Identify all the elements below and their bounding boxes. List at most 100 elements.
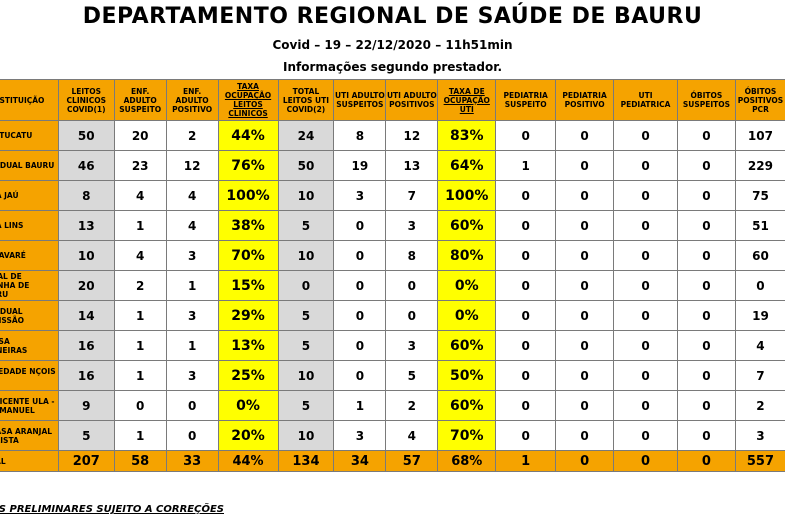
table-cell: 23: [113, 150, 167, 181]
table-cell: 0%: [217, 390, 279, 421]
table-cell: 0: [333, 240, 387, 271]
table-cell: 0: [333, 360, 387, 391]
table-cell: 70%: [437, 420, 497, 451]
table-cell: 2: [734, 390, 785, 421]
institution-name: CASA LINS: [0, 210, 59, 241]
table-cell: 14: [57, 300, 115, 331]
table-cell: 34: [333, 450, 387, 472]
page-title: DEPARTAMENTO REGIONAL DE SAÚDE DE BAURU: [82, 4, 703, 29]
table-cell: 0: [495, 390, 557, 421]
table-cell: 0: [495, 210, 557, 241]
table-cell: 16: [57, 330, 115, 361]
table-cell: 0: [613, 210, 678, 241]
table-cell: 0: [676, 240, 736, 271]
institution-name: SPITAL DE MPANHA DE BAURU: [0, 270, 59, 301]
table-cell: 207: [57, 450, 115, 472]
table-cell: 0: [676, 270, 736, 301]
institution-name: CASA JAÚ: [0, 180, 59, 211]
table-cell: 8: [385, 240, 439, 271]
column-header: UTI PEDIATRICA: [613, 79, 678, 121]
table-cell: 0: [676, 120, 736, 151]
table-cell: 10: [277, 360, 335, 391]
table-cell: 44%: [217, 450, 279, 472]
table-cell: 0: [495, 240, 557, 271]
table-cell: 60%: [437, 210, 497, 241]
table-cell: 76%: [217, 150, 279, 181]
table-cell: 12: [165, 150, 219, 181]
table-cell: 0: [676, 150, 736, 181]
column-header: UTI ADULTO SUSPEITOS: [333, 79, 387, 121]
table-cell: 60: [734, 240, 785, 271]
table-cell: 10: [57, 240, 115, 271]
table-cell: 46: [57, 150, 115, 181]
table-cell: 19: [333, 150, 387, 181]
table-cell: 0%: [437, 300, 497, 331]
table-cell: 0: [495, 420, 557, 451]
table-cell: 100%: [217, 180, 279, 211]
table-cell: 0: [333, 300, 387, 331]
table-cell: 5: [277, 300, 335, 331]
table-cell: 15%: [217, 270, 279, 301]
table-cell: 0: [495, 120, 557, 151]
table-cell: 229: [734, 150, 785, 181]
table-cell: 7: [385, 180, 439, 211]
table-cell: 9: [57, 390, 115, 421]
table-cell: 8: [333, 120, 387, 151]
table-cell: 0: [555, 360, 615, 391]
table-cell: 0: [495, 270, 557, 301]
table-cell: 0%: [437, 270, 497, 301]
table-cell: 0: [555, 180, 615, 211]
table-row: ÃO VICENTE ULA - SÃO MANUEL9000%51260%00…: [0, 390, 785, 421]
table-cell: 0: [613, 120, 678, 151]
table-cell: 16: [57, 360, 115, 391]
column-header: PEDIATRIA POSITIVO: [555, 79, 615, 121]
table-cell: 3: [165, 300, 219, 331]
table-cell: 0: [613, 330, 678, 361]
column-header: PEDIATRIA SUSPEITO: [495, 79, 557, 121]
institution-name: S. CASA ARANJAL PAULISTA: [0, 420, 59, 451]
table-cell: 1: [165, 330, 219, 361]
table-cell: 3: [734, 420, 785, 451]
table-cell: 70%: [217, 240, 279, 271]
table-cell: 0: [676, 360, 736, 391]
table-cell: 2: [113, 270, 167, 301]
table-cell: 1: [165, 270, 219, 301]
table-cell: 5: [277, 390, 335, 421]
table-cell: 0: [555, 420, 615, 451]
institution-name: ESTADUAL ROMISSÃO: [0, 300, 59, 331]
table-cell: 0: [555, 330, 615, 361]
table-cell: 0: [613, 240, 678, 271]
table-cell: 0: [333, 330, 387, 361]
table-cell: 12: [385, 120, 439, 151]
table-cell: 557: [734, 450, 785, 472]
table-cell: 1: [113, 360, 167, 391]
table-cell: 2: [385, 390, 439, 421]
table-cell: 0: [277, 270, 335, 301]
table-cell: 0: [676, 330, 736, 361]
table-cell: 1: [113, 330, 167, 361]
table-cell: 51: [734, 210, 785, 241]
institution-name: TOTAL: [0, 450, 59, 472]
table-cell: 50%: [437, 360, 497, 391]
table-cell: 19: [734, 300, 785, 331]
table-cell: 60%: [437, 330, 497, 361]
column-header: ÓBITOS SUSPEITOS: [676, 79, 736, 121]
table-cell: 0: [613, 300, 678, 331]
institution-name: S. PIEDADE NÇOIS PTA.: [0, 360, 59, 391]
table-cell: 1: [495, 150, 557, 181]
table-cell: 20%: [217, 420, 279, 451]
table-cell: 1: [495, 450, 557, 472]
table-cell: 3: [165, 360, 219, 391]
column-header: ENF. ADULTO SUSPEITO: [113, 79, 167, 121]
table-body: C BOTUCATU5020244%2481283%0000107ESTADUA…: [0, 120, 785, 472]
table-cell: 24: [277, 120, 335, 151]
table-cell: 4: [165, 180, 219, 211]
table-cell: 13%: [217, 330, 279, 361]
table-cell: 0: [333, 270, 387, 301]
column-header: LEITOS CLINICOS COVID(1): [57, 79, 115, 121]
table-cell: 0: [676, 300, 736, 331]
